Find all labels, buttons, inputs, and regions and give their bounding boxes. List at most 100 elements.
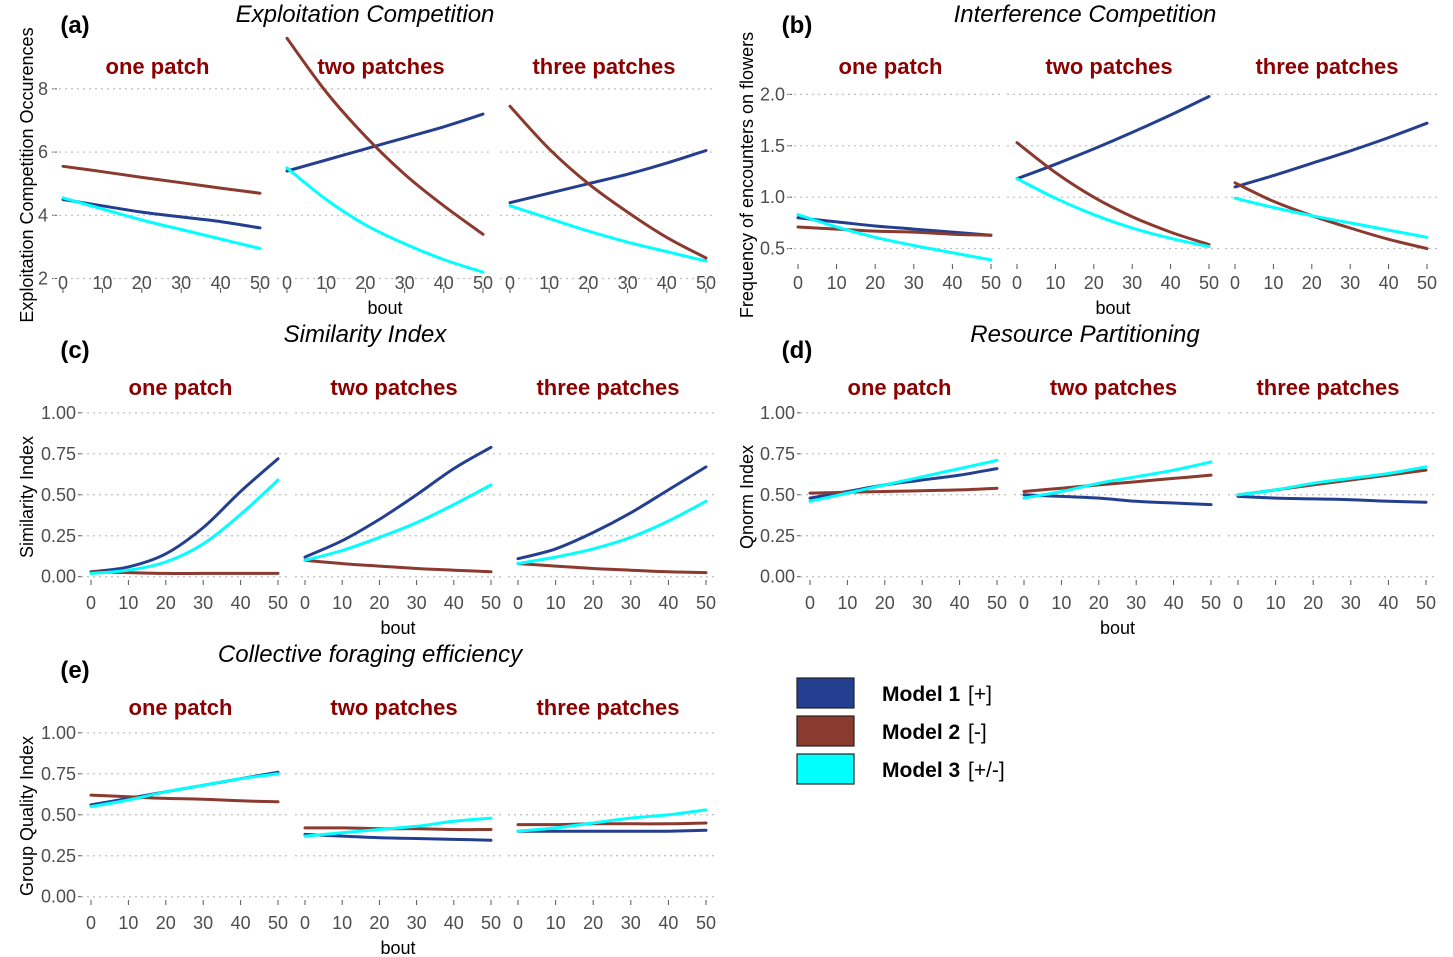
x-tick-label: 30 [1126,593,1146,613]
y-axis-label: Similarity Index [17,436,37,558]
series-line-model-3 [89,478,280,575]
y-tick-label: 0.00 [760,567,795,587]
panel-tag: (b) [782,12,813,39]
series-line-model-3 [1233,196,1429,239]
x-tick-label: 20 [1084,273,1104,293]
x-tick-label: 30 [1341,593,1361,613]
series-line-model-2 [516,821,708,827]
panel-tag: (c) [60,337,89,364]
y-axis-label: Group Quality Index [17,736,37,896]
x-tick-label: 10 [546,913,566,933]
x-tick-label: 0 [1230,273,1240,293]
series-line-model-1 [796,216,993,237]
facet-strip-label: three patches [1255,54,1398,79]
x-tick-label: 40 [1379,273,1399,293]
series-line-model-3 [303,816,493,838]
series-line-model-1 [1236,494,1428,504]
x-tick-label: 40 [658,913,678,933]
series-line-model-3 [61,196,262,250]
series-line-model-1 [508,149,708,205]
x-tick-label: 10 [332,913,352,933]
y-tick-label: 0.75 [41,764,76,784]
series-line-model-1 [285,112,485,173]
panel-tag: (d) [782,337,813,364]
facet-2: three patches 0 10 20 30 40 50 [500,54,716,293]
y-tick-label: 8 [38,79,48,99]
facet-strip-label: three patches [536,375,679,400]
x-tick-label: 10 [827,273,847,293]
series-line-model-2 [285,36,485,236]
x-tick-label: 20 [875,593,895,613]
x-tick-label: 30 [621,593,641,613]
facet-0: one patch 0 10 20 30 40 50 [81,695,288,933]
facet-0: one patch 0 10 20 30 40 50 [788,54,1001,293]
legend-sign: [+] [968,683,992,706]
x-tick-label: 20 [1303,593,1323,613]
x-tick-label: 40 [444,913,464,933]
facet-strip-label: two patches [1045,54,1172,79]
y-axis-label: Frequency of encounters on flowers [737,32,757,318]
x-tick-label: 30 [193,913,213,933]
x-tick-label: 10 [92,273,112,293]
x-tick-label: 10 [1045,273,1065,293]
facet-strip-label: three patches [1256,375,1399,400]
x-tick-label: 20 [1302,273,1322,293]
facet-1: two patches 0 10 20 30 40 50 [277,36,493,293]
panel-0: (a) Exploitation Competition Exploitation … [17,1,716,323]
x-tick-label: 40 [231,913,251,933]
legend-swatch [796,753,855,785]
x-tick-label: 50 [696,593,716,613]
x-tick-label: 0 [1019,593,1029,613]
legend-sign: [+/-] [968,759,1005,782]
x-tick-label: 40 [1164,593,1184,613]
x-tick-label: 40 [657,273,677,293]
series-line-model-1 [1015,95,1211,181]
x-tick-label: 30 [407,913,427,933]
x-tick-label: 10 [118,593,138,613]
panels: (a) Exploitation Competition Exploitation … [17,1,1437,957]
panel-title: Similarity Index [284,321,448,348]
x-tick-label: 0 [805,593,815,613]
x-axis-label: bout [367,298,402,318]
x-tick-label: 30 [407,593,427,613]
x-tick-label: 50 [481,593,501,613]
y-tick-label: 0.75 [41,444,76,464]
series-line-model-1 [1233,121,1429,189]
x-tick-label: 50 [987,593,1007,613]
series-line-model-2 [796,225,993,237]
x-tick-label: 0 [505,273,515,293]
x-tick-label: 30 [1340,273,1360,293]
facet-strip-label: one patch [129,695,233,720]
x-tick-label: 50 [250,273,270,293]
series-line-model-1 [516,465,708,561]
legend-item: Model 1 [+] [796,677,992,709]
facet-2: three patches 0 10 20 30 40 50 [1225,54,1437,293]
x-tick-label: 30 [621,913,641,933]
panel-4: (e) Collective foraging efficiency Group Q… [17,641,716,957]
x-tick-label: 10 [837,593,857,613]
x-tick-label: 30 [171,273,191,293]
x-tick-label: 50 [981,273,1001,293]
series-line-model-2 [1015,141,1211,246]
x-tick-label: 20 [865,273,885,293]
x-tick-label: 20 [369,593,389,613]
x-tick-label: 50 [1199,273,1219,293]
facet-0: one patch 0 10 20 30 40 50 [800,375,1007,613]
x-tick-label: 20 [1089,593,1109,613]
x-tick-label: 0 [282,273,292,293]
series-line-model-1 [303,445,493,559]
x-tick-label: 20 [156,593,176,613]
y-axis-label: Exploitation Competition Occurences [17,27,37,322]
x-axis-label: bout [380,938,415,957]
series-line-model-3 [1022,460,1213,500]
y-tick-label: 4 [38,205,48,225]
y-tick-label: 0.00 [41,887,76,907]
series-line-model-1 [516,828,708,833]
facet-strip-label: two patches [317,54,444,79]
legend-label: Model 1 [882,683,960,706]
y-tick-label: 1.0 [760,187,785,207]
x-tick-label: 0 [58,273,68,293]
x-tick-label: 10 [316,273,336,293]
series-line-model-2 [808,486,999,495]
